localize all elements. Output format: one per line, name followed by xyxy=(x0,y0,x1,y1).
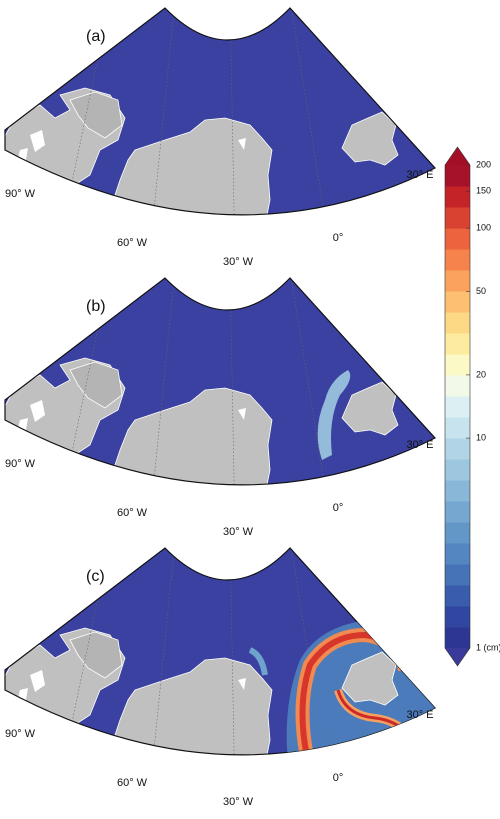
colorbar-under xyxy=(445,648,470,666)
longitude-label: 90° W xyxy=(5,188,36,200)
colorbar-band xyxy=(445,480,470,502)
colorbar-band xyxy=(445,165,470,187)
colorbar-band xyxy=(445,585,470,607)
colorbar-band xyxy=(445,312,470,334)
map-panel: (c) 90° W 60° W 30° W 0° 30° E xyxy=(0,540,435,808)
colorbar-band xyxy=(445,543,470,565)
map-panel: (a) 90° W 60° W 30° W 0° 30° E xyxy=(0,0,435,268)
panel-label: (b) xyxy=(86,298,106,315)
colorbar-band xyxy=(445,207,470,229)
colorbar-tick-label: 150 xyxy=(476,186,491,196)
panel-label: (a) xyxy=(86,28,106,45)
longitude-label: 0° xyxy=(333,232,344,244)
colorbar-band xyxy=(445,354,470,376)
longitude-label: 0° xyxy=(333,502,344,514)
longitude-label: 30° W xyxy=(223,256,254,268)
colorbar-tick-label: 20 xyxy=(476,369,486,379)
colorbar-over xyxy=(445,147,470,165)
longitude-label: 90° W xyxy=(5,728,36,740)
colorbar-band xyxy=(445,459,470,481)
colorbar-band xyxy=(445,522,470,544)
longitude-label: 30° W xyxy=(223,796,254,808)
colorbar-tick-label: 50 xyxy=(476,286,486,296)
colorbar-tick-label: 10 xyxy=(476,432,486,442)
longitude-label: 30° W xyxy=(223,526,254,538)
colorbar-band xyxy=(445,186,470,208)
colorbar-band xyxy=(445,291,470,313)
longitude-label: 60° W xyxy=(117,237,148,249)
colorbar-band xyxy=(445,333,470,355)
longitude-label: 60° W xyxy=(117,777,148,789)
colorbar-band xyxy=(445,501,470,523)
map-panel: (b) 90° W 60° W 30° W 0° 30° E xyxy=(0,270,435,538)
colorbar-band xyxy=(445,375,470,397)
colorbar-band xyxy=(445,417,470,439)
colorbar: 1 (cm) 10 20 50 100 150 200 xyxy=(444,146,500,667)
colorbar-band xyxy=(445,270,470,292)
colorbar-band xyxy=(445,564,470,586)
colorbar-band xyxy=(445,228,470,250)
longitude-label: 30° E xyxy=(406,709,433,721)
longitude-label: 0° xyxy=(333,772,344,784)
longitude-label: 30° E xyxy=(406,439,433,451)
colorbar-tick-label: 200 xyxy=(476,159,491,169)
colorbar-band xyxy=(445,438,470,460)
colorbar-band xyxy=(445,606,470,628)
longitude-label: 90° W xyxy=(5,458,36,470)
colorbar-band xyxy=(445,396,470,418)
longitude-label: 60° W xyxy=(117,507,148,519)
colorbar-band xyxy=(445,249,470,271)
colorbar-tick-label: 1 (cm) xyxy=(476,642,500,652)
colorbar-band xyxy=(445,627,470,649)
longitude-label: 30° E xyxy=(406,169,433,181)
colorbar-tick-label: 100 xyxy=(476,223,491,233)
panel-label: (c) xyxy=(86,568,105,585)
